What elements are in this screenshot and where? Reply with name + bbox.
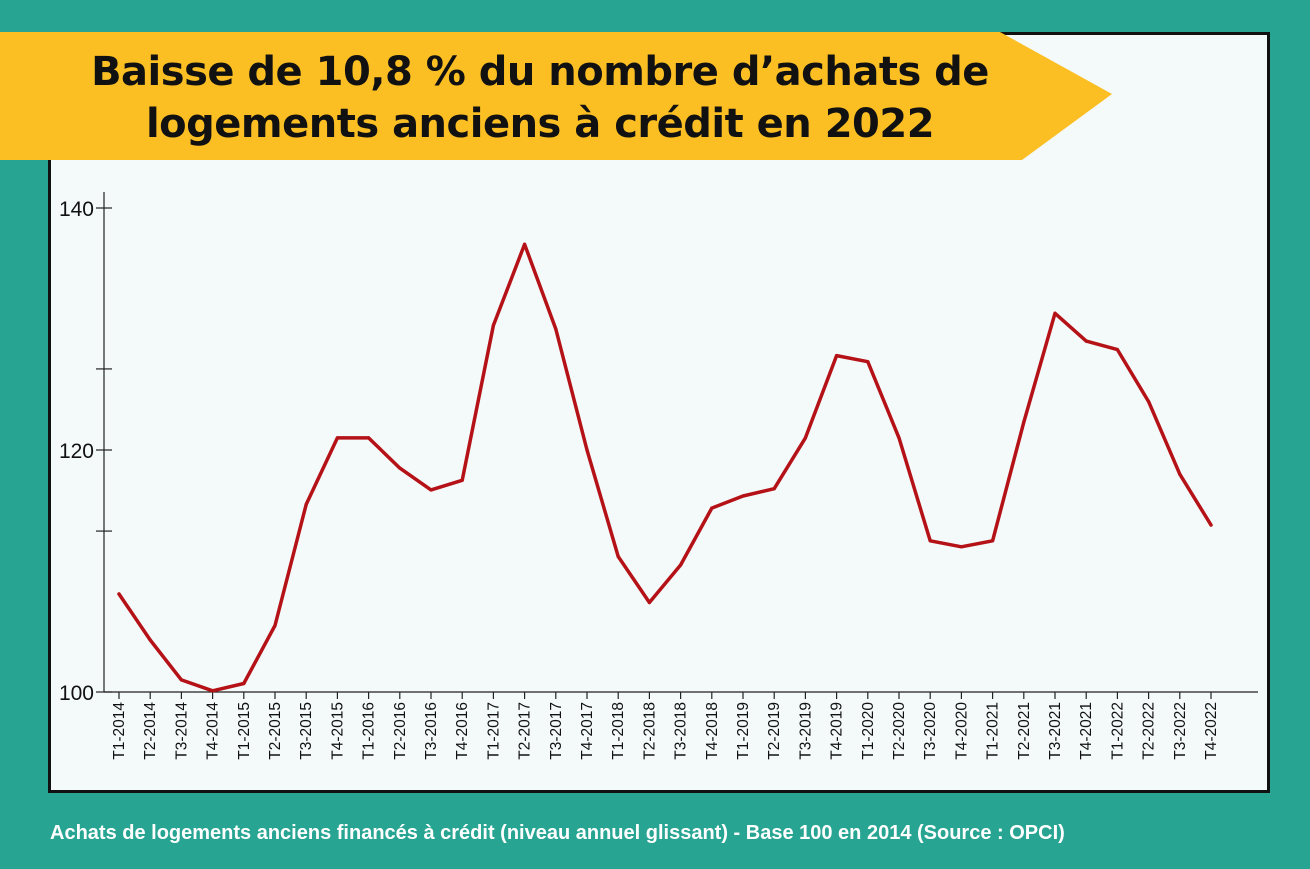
data-point — [554, 327, 558, 331]
x-tick-label: T1-2015 — [236, 702, 253, 760]
x-tick-label: T3-2019 — [797, 702, 814, 760]
data-point — [959, 545, 964, 549]
data-point — [741, 494, 745, 498]
banner-arrow-shape — [0, 32, 1112, 160]
x-tick-label: T2-2017 — [517, 702, 534, 760]
x-tick-label: T3-2018 — [673, 702, 690, 760]
data-point — [1115, 347, 1119, 352]
x-tick-label: T2-2018 — [641, 702, 658, 760]
x-tick-label: T1-2021 — [985, 702, 1002, 760]
data-point — [117, 592, 121, 596]
chart-caption: Achats de logements anciens financés à c… — [50, 822, 1065, 844]
x-tick-label: T2-2019 — [766, 702, 783, 760]
data-point — [148, 638, 152, 642]
x-tick-label: T1-2016 — [361, 702, 378, 760]
data-point — [491, 323, 495, 327]
x-tick-label: T3-2015 — [298, 702, 315, 760]
x-tick-label: T3-2021 — [1047, 702, 1064, 760]
x-tick-label: T2-2021 — [1016, 702, 1033, 760]
y-tick-label: 100 — [59, 682, 94, 705]
data-point — [803, 436, 808, 440]
data-point — [335, 436, 339, 440]
data-point — [304, 502, 308, 507]
data-point — [1084, 339, 1088, 343]
title-banner: Baisse de 10,8 % du nombre d’achats de l… — [0, 32, 1112, 160]
x-tick-label: T1-2017 — [485, 702, 502, 760]
data-point — [1022, 420, 1026, 424]
x-tick-label: T2-2020 — [891, 702, 908, 760]
data-point — [928, 539, 932, 543]
data-point — [710, 506, 714, 510]
x-tick-label: T1-2022 — [1109, 702, 1126, 760]
data-point — [772, 487, 776, 491]
data-point — [1053, 311, 1057, 315]
series-group — [117, 242, 1213, 693]
chart-title: Baisse de 10,8 % du nombre d’achats de l… — [91, 49, 989, 147]
x-tick-label: T4-2019 — [829, 702, 846, 760]
data-point — [866, 360, 870, 364]
y-tick-label: 120 — [59, 440, 94, 463]
x-tick-label: T4-2018 — [704, 702, 721, 760]
tick-labels: 100 120 140 T1-2014 T2-2014 T3-2014 T4-2014 T1-… — [59, 198, 1220, 760]
data-point — [1209, 523, 1213, 527]
y-tick-label: 140 — [59, 198, 94, 221]
x-tick-label: T1-2018 — [610, 702, 627, 760]
axes — [96, 192, 1258, 699]
data-point — [585, 448, 589, 452]
x-tick-label: T3-2014 — [173, 702, 190, 760]
data-point — [647, 600, 652, 605]
data-point — [211, 689, 215, 693]
x-tick-label: T4-2016 — [454, 702, 471, 760]
data-point — [273, 623, 277, 628]
x-tick-label: T3-2016 — [423, 702, 440, 760]
x-tick-label: T3-2022 — [1172, 702, 1189, 760]
x-tick-label: T2-2015 — [267, 702, 284, 760]
data-point — [897, 436, 901, 440]
x-tick-label: T1-2020 — [860, 702, 877, 760]
data-point — [679, 563, 683, 567]
x-tick-label: T3-2020 — [922, 702, 939, 760]
x-tick-label: T2-2022 — [1141, 702, 1158, 760]
data-point — [242, 681, 246, 686]
data-point — [398, 466, 402, 470]
x-tick-label: T1-2014 — [111, 702, 128, 760]
x-tick-label: T4-2014 — [205, 702, 222, 760]
data-point — [367, 436, 371, 440]
data-point — [179, 678, 183, 682]
x-tick-label: T3-2017 — [548, 702, 565, 760]
data-point — [460, 478, 464, 482]
x-tick-label: T4-2017 — [579, 702, 596, 760]
x-tick-label: T4-2022 — [1203, 702, 1220, 760]
data-point — [523, 242, 527, 246]
x-tick-label: T2-2014 — [142, 702, 159, 760]
data-point — [1178, 472, 1182, 476]
x-tick-label: T4-2015 — [329, 702, 346, 760]
data-point — [429, 488, 433, 492]
x-tick-label: T4-2021 — [1078, 702, 1095, 760]
data-point — [1147, 400, 1151, 404]
series-line — [117, 242, 1213, 693]
x-tick-label: T1-2019 — [735, 702, 752, 760]
x-tick-label: T4-2020 — [953, 702, 970, 760]
x-tick-label: T2-2016 — [392, 702, 409, 760]
data-point — [835, 354, 839, 358]
data-point — [616, 554, 620, 559]
data-point — [991, 539, 995, 543]
